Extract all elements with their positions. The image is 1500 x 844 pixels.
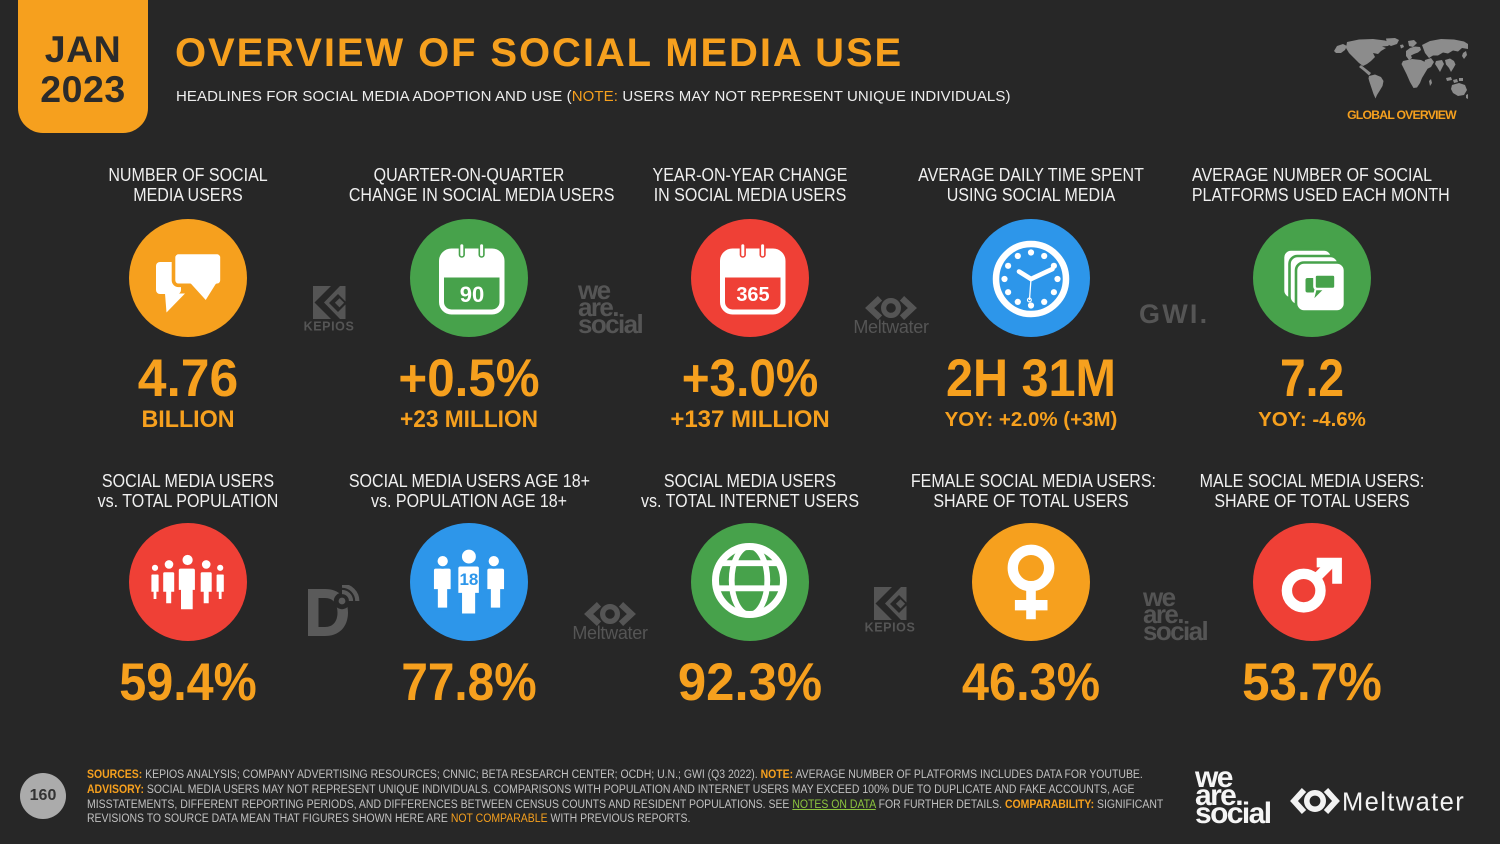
svg-text:365: 365: [736, 284, 769, 306]
svg-text:Meltwater: Meltwater: [1342, 788, 1465, 816]
svg-text:Meltwater: Meltwater: [853, 316, 929, 336]
svg-text:Meltwater: Meltwater: [572, 622, 648, 642]
svg-text:KEPIOS: KEPIOS: [303, 320, 354, 334]
svg-text:18: 18: [459, 570, 478, 589]
svg-text:KEPIOS: KEPIOS: [865, 620, 916, 634]
svg-text:90: 90: [460, 282, 484, 307]
